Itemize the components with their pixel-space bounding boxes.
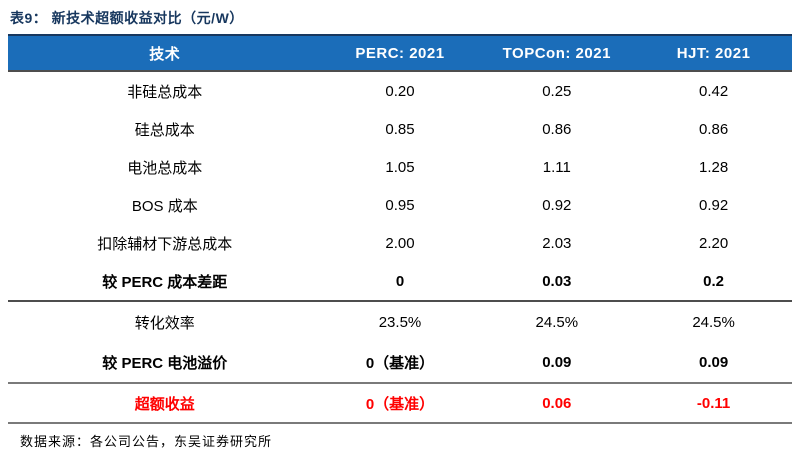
table-row-bos-cost: BOS 成本 0.95 0.92 0.92 xyxy=(8,186,792,224)
row-value-perc: 0.95 xyxy=(385,196,415,214)
row-value-hjt: -0.11 xyxy=(696,394,731,412)
row-label: 较 PERC 成本差距 xyxy=(102,273,228,291)
row-value-perc: 0（基准） xyxy=(365,395,435,413)
row-value-topcon: 2.03 xyxy=(542,234,572,252)
row-label: 硅总成本 xyxy=(134,121,195,139)
table-row-cost-gap-vs-perc: 较 PERC 成本差距 0 0.03 0.2 xyxy=(8,262,792,300)
row-label: 扣除辅材下游总成本 xyxy=(97,235,233,253)
table-row-total-cost-excl-aux: 扣除辅材下游总成本 2.00 2.03 2.20 xyxy=(8,224,792,262)
row-value-topcon: 24.5% xyxy=(535,313,579,331)
row-label: 转化效率 xyxy=(134,314,195,332)
row-value-topcon: 0.25 xyxy=(542,82,572,100)
row-value-hjt: 0.09 xyxy=(698,353,729,371)
row-value-topcon: 1.11 xyxy=(542,158,571,176)
section-divider xyxy=(8,300,792,302)
header-col-technology: 技术 xyxy=(149,45,181,63)
row-value-perc: 0.20 xyxy=(385,82,415,100)
section-divider xyxy=(8,382,792,384)
row-label: 较 PERC 电池溢价 xyxy=(102,354,228,372)
row-value-topcon: 0.06 xyxy=(542,394,572,412)
row-value-perc: 0 xyxy=(395,272,405,290)
row-value-perc: 2.00 xyxy=(385,234,415,252)
row-value-topcon: 0.03 xyxy=(542,272,572,290)
row-value-perc: 23.5% xyxy=(378,313,422,331)
table-header-row: 技术 PERC: 2021 TOPCon: 2021 HJT: 2021 xyxy=(8,34,792,72)
table-row-silicon-cost: 硅总成本 0.85 0.86 0.86 xyxy=(8,110,792,148)
table-row-excess-return: 超额收益 0（基准） 0.06 -0.11 xyxy=(8,384,792,422)
data-source-note: 数据来源：各公司公告，东吴证券研究所 xyxy=(20,434,273,449)
row-value-perc: 0.85 xyxy=(385,120,415,138)
row-label: 电池总成本 xyxy=(127,159,203,177)
row-value-hjt: 2.20 xyxy=(698,234,729,252)
header-col-hjt: HJT: 2021 xyxy=(676,44,751,62)
table-row-cell-total-cost: 电池总成本 1.05 1.11 1.28 xyxy=(8,148,792,186)
row-value-topcon: 0.92 xyxy=(542,196,572,214)
row-value-hjt: 0.42 xyxy=(698,82,729,100)
row-value-hjt: 0.2 xyxy=(703,272,725,290)
table-row-non-silicon-cost: 非硅总成本 0.20 0.25 0.42 xyxy=(8,72,792,110)
table-row-cell-premium-vs-perc: 较 PERC 电池溢价 0（基准） 0.09 0.09 xyxy=(8,342,792,382)
row-value-perc: 0（基准） xyxy=(365,354,435,372)
row-value-hjt: 0.86 xyxy=(698,120,729,138)
row-label: 非硅总成本 xyxy=(127,83,203,101)
row-value-hjt: 0.92 xyxy=(698,196,729,214)
table-row-conversion-efficiency: 转化效率 23.5% 24.5% 24.5% xyxy=(8,302,792,342)
row-value-hjt: 1.28 xyxy=(698,158,729,176)
row-label: BOS 成本 xyxy=(131,197,198,215)
row-value-topcon: 0.86 xyxy=(542,120,572,138)
row-value-topcon: 0.09 xyxy=(542,353,572,371)
row-label: 超额收益 xyxy=(134,395,195,413)
header-col-topcon: TOPCon: 2021 xyxy=(502,44,611,62)
table-title: 表9： 新技术超额收益对比（元/W） xyxy=(10,10,244,26)
header-col-perc: PERC: 2021 xyxy=(355,44,445,62)
row-value-hjt: 24.5% xyxy=(692,313,735,331)
table-bottom-border xyxy=(8,422,792,424)
row-value-perc: 1.05 xyxy=(385,158,415,176)
